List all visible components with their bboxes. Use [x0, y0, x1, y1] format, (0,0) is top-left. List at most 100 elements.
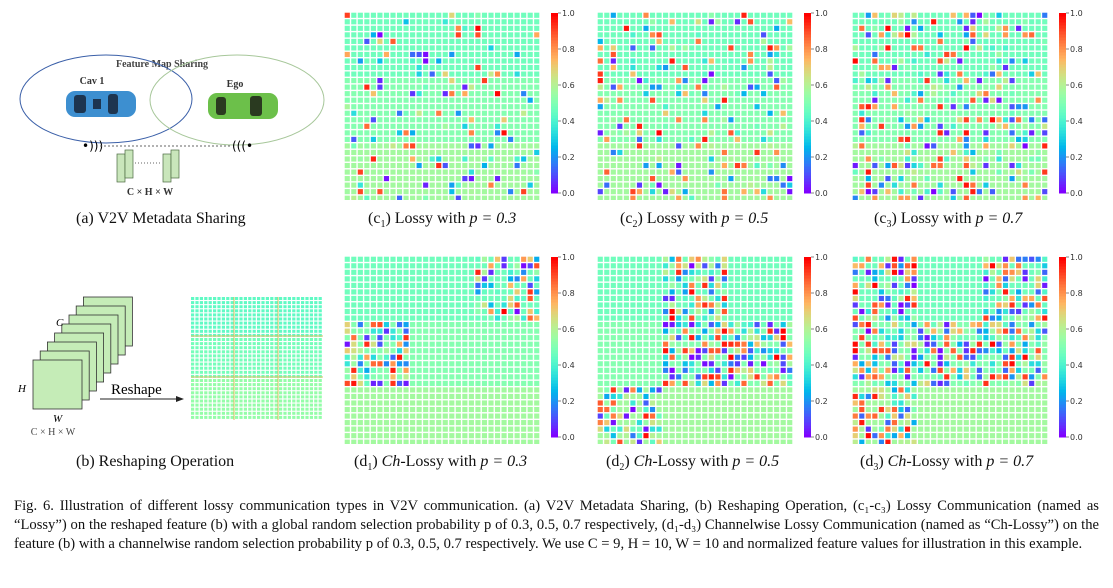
heatmap-cell — [527, 361, 533, 367]
heatmap-cell — [617, 19, 623, 25]
heatmap-cell — [761, 51, 767, 58]
heatmap-cell — [918, 136, 924, 142]
heatmap-cell — [747, 169, 754, 175]
heatmap-cell — [976, 51, 982, 58]
reshaped-cell — [235, 415, 239, 419]
reshaped-cell — [265, 366, 269, 370]
reshaped-cell — [204, 370, 208, 374]
heatmap-cell — [377, 256, 383, 262]
heatmap-cell — [429, 426, 435, 432]
heatmap-cell — [514, 117, 520, 123]
heatmap-cell — [514, 315, 520, 321]
heatmap-cell — [865, 12, 871, 18]
heatmap-cell — [1029, 45, 1035, 51]
heatmap-cell — [715, 195, 721, 200]
heatmap-cell — [481, 195, 488, 200]
colorbar-segment — [804, 31, 811, 35]
reshaped-cell — [292, 346, 296, 350]
heatmap-cell — [494, 406, 501, 413]
heatmap-cell — [344, 51, 350, 58]
heatmap-cell — [728, 143, 734, 149]
heatmap-cell — [996, 189, 1002, 195]
heatmap-cell — [475, 12, 481, 18]
heatmap-cell — [481, 426, 488, 432]
heatmap-cell — [344, 354, 350, 360]
reshaped-cell — [199, 379, 203, 382]
heatmap-cell — [649, 32, 656, 38]
heatmap-cell — [676, 189, 682, 195]
heatmap-cell — [741, 78, 747, 84]
heatmap-cell — [403, 97, 409, 103]
colorbar-segment — [804, 139, 811, 143]
heatmap-cell — [734, 110, 741, 116]
heatmap-cell — [344, 263, 350, 269]
reshaped-cell — [292, 374, 296, 378]
heatmap-cell — [390, 104, 396, 110]
heatmap-cell — [403, 282, 409, 288]
heatmap-cell — [527, 12, 533, 18]
heatmap-cell — [494, 97, 501, 103]
heatmap-cell — [455, 361, 461, 367]
heatmap-cell — [423, 38, 429, 44]
heatmap-cell — [597, 182, 603, 188]
heatmap-cell — [741, 130, 747, 136]
reshaped-cell — [191, 350, 195, 354]
heatmap-cell — [852, 130, 858, 136]
heatmap-cell — [534, 289, 540, 295]
heatmap-cell — [488, 91, 494, 97]
reshaped-cell — [195, 333, 199, 337]
heatmap-cell — [364, 308, 370, 315]
heatmap-cell — [891, 32, 898, 38]
reshaped-cell — [243, 301, 247, 305]
heatmap-cell — [669, 104, 675, 110]
heatmap-cell — [643, 78, 649, 84]
heatmap-cell — [455, 367, 461, 373]
heatmap-cell — [403, 263, 409, 269]
heatmap-cell — [989, 110, 996, 116]
heatmap-cell — [630, 176, 636, 182]
heatmap-cell — [682, 45, 688, 51]
heatmap-cell — [695, 51, 701, 58]
heatmap-cell — [852, 169, 858, 175]
heatmap-cell — [462, 354, 468, 360]
heatmap-cell — [494, 104, 501, 110]
heatmap-cell — [708, 189, 714, 195]
heatmap-cell — [508, 308, 514, 315]
heatmap-cell — [534, 302, 540, 308]
heatmap-cell — [604, 143, 610, 149]
heatmap-cell — [898, 117, 904, 123]
reshaped-cell — [314, 305, 318, 309]
colorbar-segment — [551, 19, 558, 23]
heatmap-cell — [597, 32, 603, 38]
heatmap-cell — [911, 38, 917, 44]
heatmap-cell — [403, 295, 409, 302]
heatmap-cell — [1009, 110, 1015, 116]
colorbar-segment — [1059, 148, 1066, 152]
colorbar-segment — [804, 37, 811, 41]
heatmap-cell — [468, 295, 474, 302]
heatmap-cell — [481, 374, 488, 380]
heatmap-cell — [514, 45, 520, 51]
heatmap-cell — [488, 84, 494, 90]
heatmap-cell — [508, 439, 514, 444]
colorbar-segment — [804, 127, 811, 131]
reshaped-cell — [213, 329, 217, 333]
heatmap-cell — [878, 182, 884, 188]
heatmap-cell — [885, 156, 891, 162]
heatmap-cell — [682, 282, 688, 288]
heatmap-cell — [364, 322, 370, 328]
reshaped-cell — [257, 391, 261, 395]
heatmap-cell — [682, 32, 688, 38]
heatmap-cell — [708, 45, 714, 51]
reshaped-cell — [257, 305, 261, 309]
heatmap-cell — [702, 162, 708, 169]
reshaped-cell — [221, 354, 225, 358]
heatmap-cell — [728, 51, 734, 58]
heatmap-cell — [643, 282, 649, 288]
heatmap-cell — [878, 143, 884, 149]
heatmap-cell — [1029, 182, 1035, 188]
heatmap-cell — [604, 136, 610, 142]
heatmap-cell — [761, 19, 767, 25]
heatmap-cell — [468, 439, 474, 444]
heatmap-cell — [767, 162, 773, 169]
